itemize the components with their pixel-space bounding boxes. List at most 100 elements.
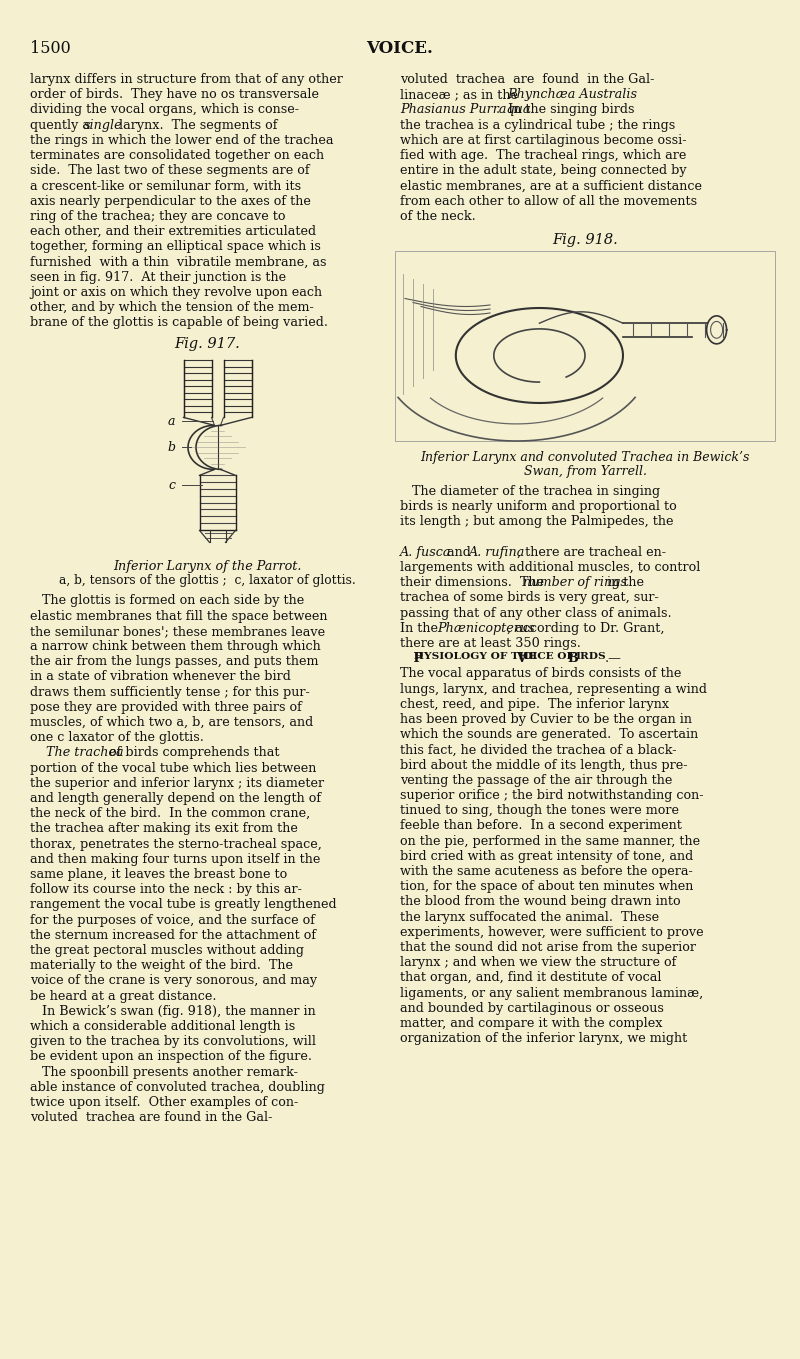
- Text: their dimensions.  The: their dimensions. The: [400, 576, 548, 590]
- Text: order of birds.  They have no os transversale: order of birds. They have no os transver…: [30, 88, 319, 101]
- Text: passing that of any other class of animals.: passing that of any other class of anima…: [400, 606, 672, 620]
- Text: .—: .—: [605, 652, 622, 665]
- Text: tinued to sing, though the tones were more: tinued to sing, though the tones were mo…: [400, 805, 679, 817]
- Text: the larynx suffocated the animal.  These: the larynx suffocated the animal. These: [400, 911, 659, 924]
- Text: twice upon itself.  Other examples of con-: twice upon itself. Other examples of con…: [30, 1095, 298, 1109]
- Text: Phænicopterus: Phænicopterus: [438, 622, 535, 635]
- Text: voice of the crane is very sonorous, and may: voice of the crane is very sonorous, and…: [30, 974, 317, 988]
- Text: the semilunar bones'; these membranes leave: the semilunar bones'; these membranes le…: [30, 625, 325, 637]
- Text: , according to Dr. Grant,: , according to Dr. Grant,: [506, 622, 664, 635]
- Text: b: b: [167, 440, 175, 454]
- Text: and length generally depend on the length of: and length generally depend on the lengt…: [30, 792, 321, 805]
- Text: the sternum increased for the attachment of: the sternum increased for the attachment…: [30, 928, 316, 942]
- Text: and then making four turns upon itself in the: and then making four turns upon itself i…: [30, 853, 320, 866]
- Text: the air from the lungs passes, and puts them: the air from the lungs passes, and puts …: [30, 655, 318, 669]
- Text: same plane, it leaves the breast bone to: same plane, it leaves the breast bone to: [30, 868, 287, 881]
- Text: elastic membranes that fill the space between: elastic membranes that fill the space be…: [30, 610, 327, 622]
- Text: the trachea after making its exit from the: the trachea after making its exit from t…: [30, 822, 298, 836]
- Text: matter, and compare it with the complex: matter, and compare it with the complex: [400, 1017, 662, 1030]
- Text: The trachea: The trachea: [46, 746, 124, 760]
- Text: tion, for the space of about ten minutes when: tion, for the space of about ten minutes…: [400, 881, 694, 893]
- Text: elastic membranes, are at a sufficient distance: elastic membranes, are at a sufficient d…: [400, 179, 702, 193]
- Text: VOICE.: VOICE.: [366, 39, 434, 57]
- Text: organization of the inferior larynx, we might: organization of the inferior larynx, we …: [400, 1033, 687, 1045]
- Text: a crescent-like or semilunar form, with its: a crescent-like or semilunar form, with …: [30, 179, 301, 193]
- Text: side.  The last two of these segments are of: side. The last two of these segments are…: [30, 164, 310, 177]
- Text: there are at least 350 rings.: there are at least 350 rings.: [400, 637, 581, 650]
- Text: the great pectoral muscles without adding: the great pectoral muscles without addin…: [30, 945, 304, 957]
- Text: larynx ; and when we view the structure of: larynx ; and when we view the structure …: [400, 957, 676, 969]
- Text: the blood from the wound being drawn into: the blood from the wound being drawn int…: [400, 896, 681, 908]
- Text: HYSIOLOGY OF THE: HYSIOLOGY OF THE: [414, 652, 541, 662]
- Text: and: and: [442, 546, 474, 559]
- Text: .  In the singing birds: . In the singing birds: [496, 103, 634, 117]
- Text: The glottis is formed on each side by the: The glottis is formed on each side by th…: [30, 594, 304, 607]
- Text: bird cried with as great intensity of tone, and: bird cried with as great intensity of to…: [400, 849, 694, 863]
- Text: joint or axis on which they revolve upon each: joint or axis on which they revolve upon…: [30, 285, 322, 299]
- Text: the trachea is a cylindrical tube ; the rings: the trachea is a cylindrical tube ; the …: [400, 118, 675, 132]
- Text: , there are tracheal en-: , there are tracheal en-: [518, 546, 666, 559]
- Text: together, forming an elliptical space which is: together, forming an elliptical space wh…: [30, 241, 321, 253]
- Text: chest, reed, and pipe.  The inferior larynx: chest, reed, and pipe. The inferior lary…: [400, 697, 669, 711]
- Text: In Bewick’s swan (fig. 918), the manner in: In Bewick’s swan (fig. 918), the manner …: [30, 1004, 316, 1018]
- Text: OICE OF: OICE OF: [523, 652, 578, 662]
- Text: of the neck.: of the neck.: [400, 209, 476, 223]
- Text: A. fusca: A. fusca: [400, 546, 451, 559]
- Text: IRDS: IRDS: [575, 652, 606, 662]
- Text: The vocal apparatus of birds consists of the: The vocal apparatus of birds consists of…: [400, 667, 682, 681]
- Text: this fact, he divided the trachea of a black-: this fact, he divided the trachea of a b…: [400, 743, 677, 757]
- Text: which a considerable additional length is: which a considerable additional length i…: [30, 1021, 295, 1033]
- Text: one c laxator of the glottis.: one c laxator of the glottis.: [30, 731, 204, 745]
- Text: feeble than before.  In a second experiment: feeble than before. In a second experime…: [400, 819, 682, 833]
- Text: with the same acuteness as before the opera-: with the same acuteness as before the op…: [400, 864, 693, 878]
- Text: a: a: [168, 414, 175, 428]
- Text: Inferior Larynx of the Parrot.: Inferior Larynx of the Parrot.: [114, 560, 302, 573]
- Text: of birds comprehends that: of birds comprehends that: [105, 746, 279, 760]
- Text: materially to the weight of the bird.  The: materially to the weight of the bird. Th…: [30, 959, 293, 972]
- Text: the rings in which the lower end of the trachea: the rings in which the lower end of the …: [30, 133, 334, 147]
- Text: Fig. 917.: Fig. 917.: [174, 337, 240, 352]
- Text: in a state of vibration whenever the bird: in a state of vibration whenever the bir…: [30, 670, 291, 684]
- Text: A. rufina: A. rufina: [470, 546, 526, 559]
- Text: terminates are consolidated together on each: terminates are consolidated together on …: [30, 149, 324, 162]
- Text: brane of the glottis is capable of being varied.: brane of the glottis is capable of being…: [30, 317, 328, 329]
- Text: larynx differs in structure from that of any other: larynx differs in structure from that of…: [30, 73, 343, 86]
- Text: given to the trachea by its convolutions, will: given to the trachea by its convolutions…: [30, 1036, 316, 1048]
- Text: its length ; but among the Palmipedes, the: its length ; but among the Palmipedes, t…: [400, 515, 674, 529]
- Text: the superior and inferior larynx ; its diameter: the superior and inferior larynx ; its d…: [30, 777, 324, 790]
- Text: be heard at a great distance.: be heard at a great distance.: [30, 989, 217, 1003]
- Text: in the: in the: [602, 576, 644, 590]
- Text: from each other to allow of all the movements: from each other to allow of all the move…: [400, 194, 697, 208]
- Text: draws them sufficiently tense ; for this pur-: draws them sufficiently tense ; for this…: [30, 685, 310, 699]
- Text: that organ, and, find it destitute of vocal: that organ, and, find it destitute of vo…: [400, 972, 662, 984]
- Text: The diameter of the trachea in singing: The diameter of the trachea in singing: [400, 485, 660, 497]
- Text: portion of the vocal tube which lies between: portion of the vocal tube which lies bet…: [30, 761, 316, 775]
- Text: the neck of the bird.  In the common crane,: the neck of the bird. In the common cran…: [30, 807, 310, 821]
- Text: birds is nearly uniform and proportional to: birds is nearly uniform and proportional…: [400, 500, 677, 514]
- Text: Fig. 918.: Fig. 918.: [552, 232, 618, 247]
- Text: voluted  trachea  are  found  in the Gal-: voluted trachea are found in the Gal-: [400, 73, 654, 86]
- Text: largements with additional muscles, to control: largements with additional muscles, to c…: [400, 561, 700, 573]
- Text: Phasianus Purraqua: Phasianus Purraqua: [400, 103, 530, 117]
- Text: each other, and their extremities articulated: each other, and their extremities articu…: [30, 226, 316, 238]
- Text: c: c: [169, 478, 175, 492]
- Text: larynx.  The segments of: larynx. The segments of: [115, 118, 278, 132]
- Text: number of rings: number of rings: [522, 576, 626, 590]
- Text: trachea of some birds is very great, sur-: trachea of some birds is very great, sur…: [400, 591, 658, 605]
- Text: thorax, penetrates the sterno-tracheal space,: thorax, penetrates the sterno-tracheal s…: [30, 837, 322, 851]
- Text: ligaments, or any salient membranous laminæ,: ligaments, or any salient membranous lam…: [400, 987, 703, 1000]
- Text: a narrow chink between them through which: a narrow chink between them through whic…: [30, 640, 321, 654]
- Text: muscles, of which two a, b, are tensors, and: muscles, of which two a, b, are tensors,…: [30, 716, 314, 728]
- Text: and bounded by cartilaginous or osseous: and bounded by cartilaginous or osseous: [400, 1002, 664, 1015]
- Text: pose they are provided with three pairs of: pose they are provided with three pairs …: [30, 701, 302, 713]
- Text: bird about the middle of its length, thus pre-: bird about the middle of its length, thu…: [400, 758, 687, 772]
- Bar: [395, 251, 775, 442]
- Text: a, b, tensors of the glottis ;  c, laxator of glottis.: a, b, tensors of the glottis ; c, laxato…: [59, 575, 356, 587]
- Text: venting the passage of the air through the: venting the passage of the air through t…: [400, 773, 672, 787]
- Text: Inferior Larynx and convoluted Trachea in Bewick’s: Inferior Larynx and convoluted Trachea i…: [420, 451, 750, 463]
- Text: P: P: [400, 652, 423, 665]
- Text: In the: In the: [400, 622, 442, 635]
- Text: other, and by which the tension of the mem-: other, and by which the tension of the m…: [30, 300, 314, 314]
- Text: rangement the vocal tube is greatly lengthened: rangement the vocal tube is greatly leng…: [30, 898, 337, 912]
- Text: V: V: [516, 652, 526, 665]
